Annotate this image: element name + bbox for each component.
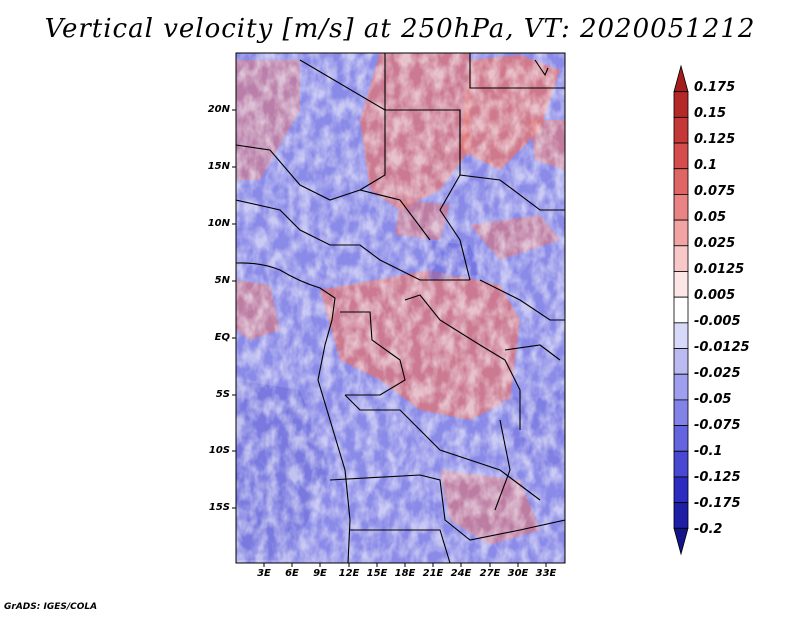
lon-label-24e: 24E [450,568,472,579]
colorbar-segment [673,142,689,170]
colorbar-label: -0.175 [694,496,741,511]
colorbar-segment [673,168,689,195]
lat-label-10n: 10N [207,218,230,229]
colorbar-label: -0.005 [694,314,741,329]
colorbar-label: 0.125 [694,132,736,147]
lon-label-12e: 12E [338,568,360,579]
map-frame [235,52,566,564]
colorbar-segment [673,373,689,401]
colorbar-label: 0.175 [694,80,736,95]
lon-label-3e: 3E [257,568,271,579]
colorbar-label: -0.125 [694,470,741,485]
footer-credit: GrADS: IGES/COLA [4,602,98,612]
colorbar-label: -0.1 [694,444,723,459]
colorbar-segment [673,502,689,529]
colorbar-segment [673,527,689,556]
colorbar [673,64,689,556]
colorbar-label: 0.025 [694,236,736,251]
lon-label-6e: 6E [285,568,299,579]
colorbar-label: -0.025 [694,366,741,381]
colorbar-label: -0.0125 [694,340,750,355]
colorbar-segment [673,476,689,504]
vertical-velocity-field [236,53,565,563]
colorbar-label: 0.1 [694,158,718,173]
lat-label-10s: 10S [208,445,230,456]
lat-label-5s: 5S [215,389,230,400]
colorbar-segment [673,64,689,93]
colorbar-segment [673,116,689,144]
colorbar-segment [673,245,689,272]
colorbar-segment [673,296,689,324]
lat-label-20n: 20N [207,104,230,115]
lon-label-30e: 30E [507,568,529,579]
colorbar-label: -0.05 [694,392,732,407]
lon-label-18e: 18E [394,568,416,579]
colorbar-label: 0.15 [694,106,727,121]
lon-label-21e: 21E [422,568,444,579]
colorbar-segment [673,450,689,478]
colorbar-label: 0.05 [694,210,727,225]
lon-label-33e: 33E [535,568,557,579]
colorbar-label: -0.075 [694,418,741,433]
lat-label-eq: EQ [214,332,230,343]
colorbar-segment [673,271,689,298]
lat-label-15s: 15S [208,502,230,513]
colorbar-segment [673,91,689,118]
lon-label-15e: 15E [366,568,388,579]
colorbar-segment [673,348,689,375]
colorbar-segment [673,219,689,247]
lat-label-15n: 15N [207,161,230,172]
lon-label-27e: 27E [479,568,501,579]
lat-label-5n: 5N [214,275,230,286]
colorbar-segment [673,322,689,349]
country-borders [236,53,565,563]
colorbar-segment [673,399,689,426]
lon-label-9e: 9E [313,568,327,579]
colorbar-segment [673,194,689,221]
colorbar-label: 0.0125 [694,262,745,277]
colorbar-segment [673,425,689,452]
colorbar-label: 0.075 [694,184,736,199]
colorbar-label: -0.2 [694,522,723,537]
colorbar-label: 0.005 [694,288,736,303]
chart-title: Vertical velocity [m/s] at 250hPa, VT: 2… [44,14,756,44]
